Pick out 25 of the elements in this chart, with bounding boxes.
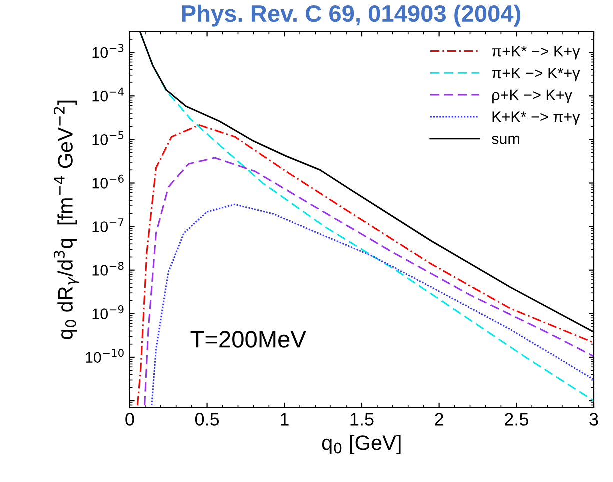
y-tick-label: 10$^{−9}$ <box>92 306 124 320</box>
x-tick-label: 1.5 <box>350 413 374 426</box>
line-series <box>151 204 594 406</box>
text: q$_{0}$ dR$_{γ}$/d$^{3}$q [fm$^{−4}$ GeV$^{−2}$] <box>54 100 80 340</box>
x-tick-label: 2.5 <box>505 413 528 426</box>
annotation: T=200MeV <box>190 331 306 348</box>
y-tick-label: 10$^{−5}$ <box>92 131 124 146</box>
x-tick-label: 2 <box>435 413 444 426</box>
x-tick-label: 0.5 <box>195 413 220 426</box>
x-tick-label: 1 <box>280 413 289 426</box>
x-tick-label: 0 <box>126 413 134 426</box>
x-tick-label: 3 <box>590 413 598 426</box>
legend-label: sum <box>492 136 520 144</box>
legend-label: π+K −> K*+γ <box>492 68 580 82</box>
y-tick-label: 10$^{−7}$ <box>92 218 124 232</box>
text: Phys. Rev. C 69, 014903 (2004) <box>182 4 520 27</box>
y-tick-label: 10$^{−4}$ <box>92 88 124 102</box>
y-tick-label: 10$^{−6}$ <box>92 174 124 189</box>
y-tick-label: 10$^{−8}$ <box>92 262 124 276</box>
legend-label: π+K* −> K+γ <box>492 46 580 60</box>
y-tick-label: 10$^{−10}$ <box>86 349 124 364</box>
legend-label: ρ+K −> K+γ <box>492 90 572 104</box>
x-axis-title: q$_{0}$ [GeV] <box>322 435 401 454</box>
y-tick-label: 10$^{−3}$ <box>92 44 124 58</box>
legend-label: K+K* −> π+γ <box>492 112 580 126</box>
